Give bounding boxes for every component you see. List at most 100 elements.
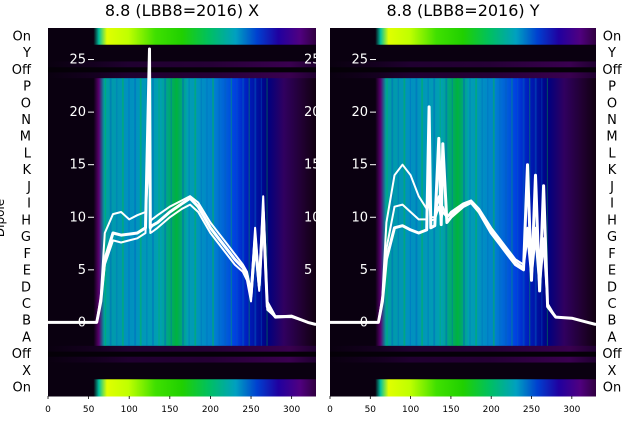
row-label: A [608,330,617,345]
heatmap-stripe [194,78,197,346]
x-tick-label: 300 [283,405,300,415]
heatmap-stripe [487,78,489,346]
row-label: M [606,130,617,145]
heatmap-stripe [110,78,112,346]
heatmap-band [330,94,596,113]
row-label: B [608,314,617,329]
row-label: H [607,213,617,228]
row-label: E [23,264,31,279]
row-label: N [607,113,617,128]
heatmap-stripe [421,78,423,346]
row-label: L [608,146,616,161]
heatmap-stripe [164,78,166,346]
panel-x: 8.8 (LBB8=2016) XOnYOffPONMLKJIHGFEDCBAO… [0,1,321,415]
heatmap-stripe [151,78,154,346]
heatmap-stripe [134,78,137,346]
row-label: Y [22,46,31,61]
overlay-tick-label: 15 [351,158,368,173]
row-label: D [607,280,617,295]
heatmap-gap [330,351,596,357]
row-label: I [27,197,31,212]
panel-y: 8.8 (LBB8=2016) YOnYOffPONMLKJIHGFEDCBAO… [327,1,622,415]
heatmap-stripe [493,78,495,346]
row-label: On [13,29,31,44]
heatmap-stripe [511,78,513,346]
heatmap-stripe [182,78,185,346]
row-label: G [607,230,617,245]
row-label: X [22,364,31,379]
overlay-series-line [330,195,597,326]
overlay-series-line [330,105,597,326]
overlay-tick-label: 20 [69,105,86,120]
heatmap-band [48,295,316,313]
heatmap-stripe [266,78,268,346]
heatmap-stripe [152,78,154,346]
overlay-tick-label: 15 [69,158,86,173]
heatmap-stripe [397,78,399,346]
row-label: G [21,230,31,245]
row-label: I [610,197,614,212]
heatmap-band [48,28,316,46]
heatmap-stripe [463,78,466,346]
heatmap-stripe [517,78,519,346]
x-tick-label: 100 [402,405,419,415]
heatmap-band [330,295,596,313]
overlay-tick-label: 25 [69,53,86,68]
row-label: K [608,163,617,178]
heatmap-band [48,379,316,397]
heatmap-band [330,362,596,380]
x-tick-label: 250 [523,405,540,415]
overlay-tick-label: 5 [360,263,368,278]
row-label: D [21,280,31,295]
heatmap-stripe [212,78,214,346]
heatmap-stripe [104,78,107,346]
heatmap-stripe [158,78,160,346]
heatmap-band [48,312,316,330]
row-label: J [26,180,31,195]
heatmap-stripe [475,78,478,346]
heatmap-stripe [122,78,124,346]
heatmap-band [48,94,316,113]
heatmap-stripe [469,78,471,346]
heatmap-band [330,28,596,46]
heatmap-stripe [260,78,262,346]
heatmap-stripe [505,78,507,346]
heatmap-band [48,44,316,62]
overlay-tick-label: 20 [351,105,368,120]
heatmap-stripe [236,78,238,346]
heatmap-stripe [242,78,245,346]
heatmap-stripe [386,78,388,346]
row-label: Y [607,46,616,61]
overlay-series-line [48,100,317,326]
heatmap-stripe [433,78,435,346]
heatmap-stripe [504,78,507,346]
heatmap-band [48,262,316,280]
heatmap-stripe [416,78,418,346]
overlay-tick-label: 10 [69,210,86,225]
overlay-tick-label-edge: 20 [304,105,321,120]
heatmap-stripe [139,78,141,346]
row-label: Off [12,63,32,78]
heatmap-stripe [546,78,549,346]
heatmap-stripe [404,78,406,346]
heatmap-stripe [242,78,244,346]
heatmap-stripe [391,78,393,346]
row-label: F [608,247,615,262]
row-label: A [22,330,31,345]
heatmap-stripe [224,78,226,346]
row-label: L [24,146,32,161]
row-label: N [21,113,31,128]
x-tick-label: 200 [483,405,500,415]
heatmap-stripe [463,78,465,346]
x-tick-label: 300 [563,405,580,415]
heatmap-band [48,329,316,347]
heatmap-stripe [188,78,190,346]
heatmap-stripe [475,78,477,346]
overlay-tick-label: 5 [78,263,86,278]
row-label: B [22,314,31,329]
row-label: C [607,297,616,312]
row-label: E [608,264,616,279]
heatmap-stripe [164,78,167,346]
heatmap-band [48,128,316,146]
row-label: On [13,381,31,396]
